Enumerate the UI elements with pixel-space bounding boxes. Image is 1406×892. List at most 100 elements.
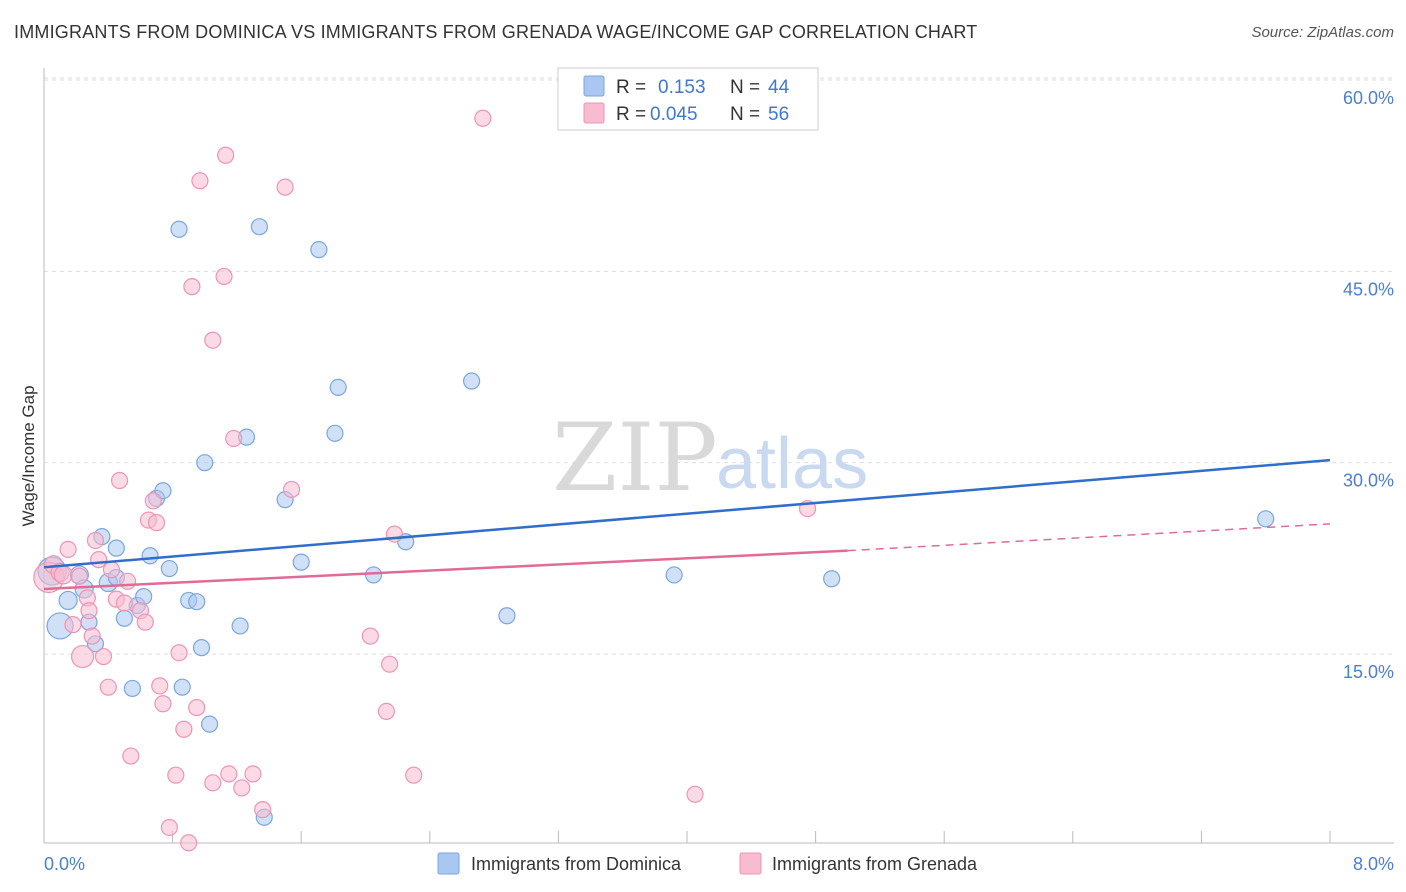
grenada-point xyxy=(147,514,166,532)
axes xyxy=(43,68,1394,844)
legend-r-label-grenada: R = xyxy=(616,104,646,125)
grenada-point xyxy=(215,267,233,286)
watermark-zip: ZIP xyxy=(552,404,718,513)
grenada-point xyxy=(154,695,172,713)
grenada-point xyxy=(188,698,206,717)
legend-r-label-dominica: R = xyxy=(616,77,646,98)
grenada-point xyxy=(59,540,77,559)
stats-legend: R = 0.153 N = 44 R = 0.045 N = 56 xyxy=(557,67,819,131)
grenada-point xyxy=(64,616,82,634)
grenada-point xyxy=(102,561,121,579)
chart-title: IMMIGRANTS FROM DOMINICA VS IMMIGRANTS F… xyxy=(14,22,978,42)
series-dominica-points xyxy=(37,218,1275,826)
grenada-point xyxy=(136,613,154,631)
grenada-point xyxy=(175,720,193,738)
grid-lines xyxy=(44,77,1394,655)
y-tick-label: 45.0% xyxy=(1343,279,1394,299)
dominica-point xyxy=(170,220,188,238)
grenada-point xyxy=(377,702,395,721)
dominica-point xyxy=(58,590,78,611)
dominica-point xyxy=(160,559,178,578)
legend-n-label-grenada: N = xyxy=(730,104,760,125)
grenada-point xyxy=(220,765,238,783)
grenada-point xyxy=(110,471,129,490)
grenada-point xyxy=(381,655,399,673)
dominica-point xyxy=(292,553,310,571)
dominica-point xyxy=(498,607,516,625)
grenada-point xyxy=(115,594,133,612)
grenada-point xyxy=(160,818,178,837)
legend-swatch-dominica xyxy=(583,75,605,97)
y-tick-label: 15.0% xyxy=(1343,662,1394,682)
grenada-trend-extension xyxy=(847,523,1331,552)
grenada-point xyxy=(83,627,101,645)
grenada-point xyxy=(204,331,222,349)
grenada-point xyxy=(217,146,235,164)
tick-labels: 15.0% 30.0% 45.0% 60.0% 0.0% 8.0% xyxy=(44,88,1394,874)
x-tick-label-max: 8.0% xyxy=(1353,854,1394,874)
grenada-point xyxy=(204,774,222,792)
grenada-point xyxy=(94,647,113,666)
dominica-point xyxy=(329,378,347,397)
dominica-point xyxy=(231,617,249,635)
grenada-point xyxy=(361,627,379,645)
grenada-point xyxy=(167,766,185,784)
legend-n-label-dominica: N = xyxy=(730,77,760,98)
dominica-point xyxy=(364,566,383,584)
grenada-point xyxy=(122,747,140,765)
grenada-point xyxy=(183,278,201,296)
dominica-point xyxy=(192,639,211,657)
series-legend: Immigrants from Dominica Immigrants from… xyxy=(437,852,978,875)
grenada-point xyxy=(405,766,423,784)
grenada-point xyxy=(170,644,188,662)
grenada-point xyxy=(225,429,243,448)
bottom-legend-swatch-dominica xyxy=(437,852,460,875)
y-tick-label: 30.0% xyxy=(1343,471,1394,491)
grenada-point xyxy=(474,109,492,127)
x-tick-label-min: 0.0% xyxy=(44,854,85,874)
dominica-point xyxy=(1257,510,1275,528)
watermark: ZIP atlas xyxy=(552,404,868,513)
grenada-point xyxy=(118,572,137,590)
legend-n-value-dominica: 44 xyxy=(768,77,790,98)
bottom-legend-label-grenada: Immigrants from Grenada xyxy=(772,854,978,874)
dominica-point xyxy=(141,547,159,565)
grenada-point xyxy=(233,779,251,797)
legend-r-value-dominica: 0.153 xyxy=(658,77,706,98)
grenada-point xyxy=(282,480,301,499)
grenada-trend-line xyxy=(43,549,848,591)
grenada-point xyxy=(686,785,704,803)
source-label: Source: ZipAtlas.com xyxy=(1251,24,1394,41)
grenada-point xyxy=(191,172,209,190)
dominica-point xyxy=(326,424,344,442)
grenada-point xyxy=(244,765,262,783)
dominica-point xyxy=(107,539,125,557)
legend-r-value-grenada: 0.045 xyxy=(650,104,698,125)
legend-n-value-grenada: 56 xyxy=(768,104,789,125)
grenada-point xyxy=(70,644,95,669)
grenada-point xyxy=(254,801,272,819)
dominica-point xyxy=(823,570,841,588)
bottom-legend-swatch-grenada xyxy=(739,852,762,875)
grenada-point xyxy=(144,492,162,510)
legend-swatch-grenada xyxy=(583,102,605,124)
dominica-point xyxy=(135,587,153,606)
grenada-point xyxy=(99,678,117,696)
dominica-point xyxy=(665,566,683,584)
dominica-point xyxy=(200,715,219,733)
y-tick-label: 60.0% xyxy=(1343,88,1394,108)
dominica-point xyxy=(250,218,269,236)
dominica-point xyxy=(173,678,191,696)
grenada-point xyxy=(276,178,294,196)
grenada-point xyxy=(80,602,98,620)
dominica-point xyxy=(123,679,142,698)
grenada-point xyxy=(151,677,169,695)
dominica-point xyxy=(196,454,214,472)
dominica-trend-line xyxy=(43,458,1331,569)
dominica-point xyxy=(115,609,133,627)
bottom-legend-label-dominica: Immigrants from Dominica xyxy=(471,854,682,874)
dominica-point xyxy=(462,372,481,390)
dominica-point xyxy=(188,593,206,611)
watermark-atlas: atlas xyxy=(716,424,868,504)
